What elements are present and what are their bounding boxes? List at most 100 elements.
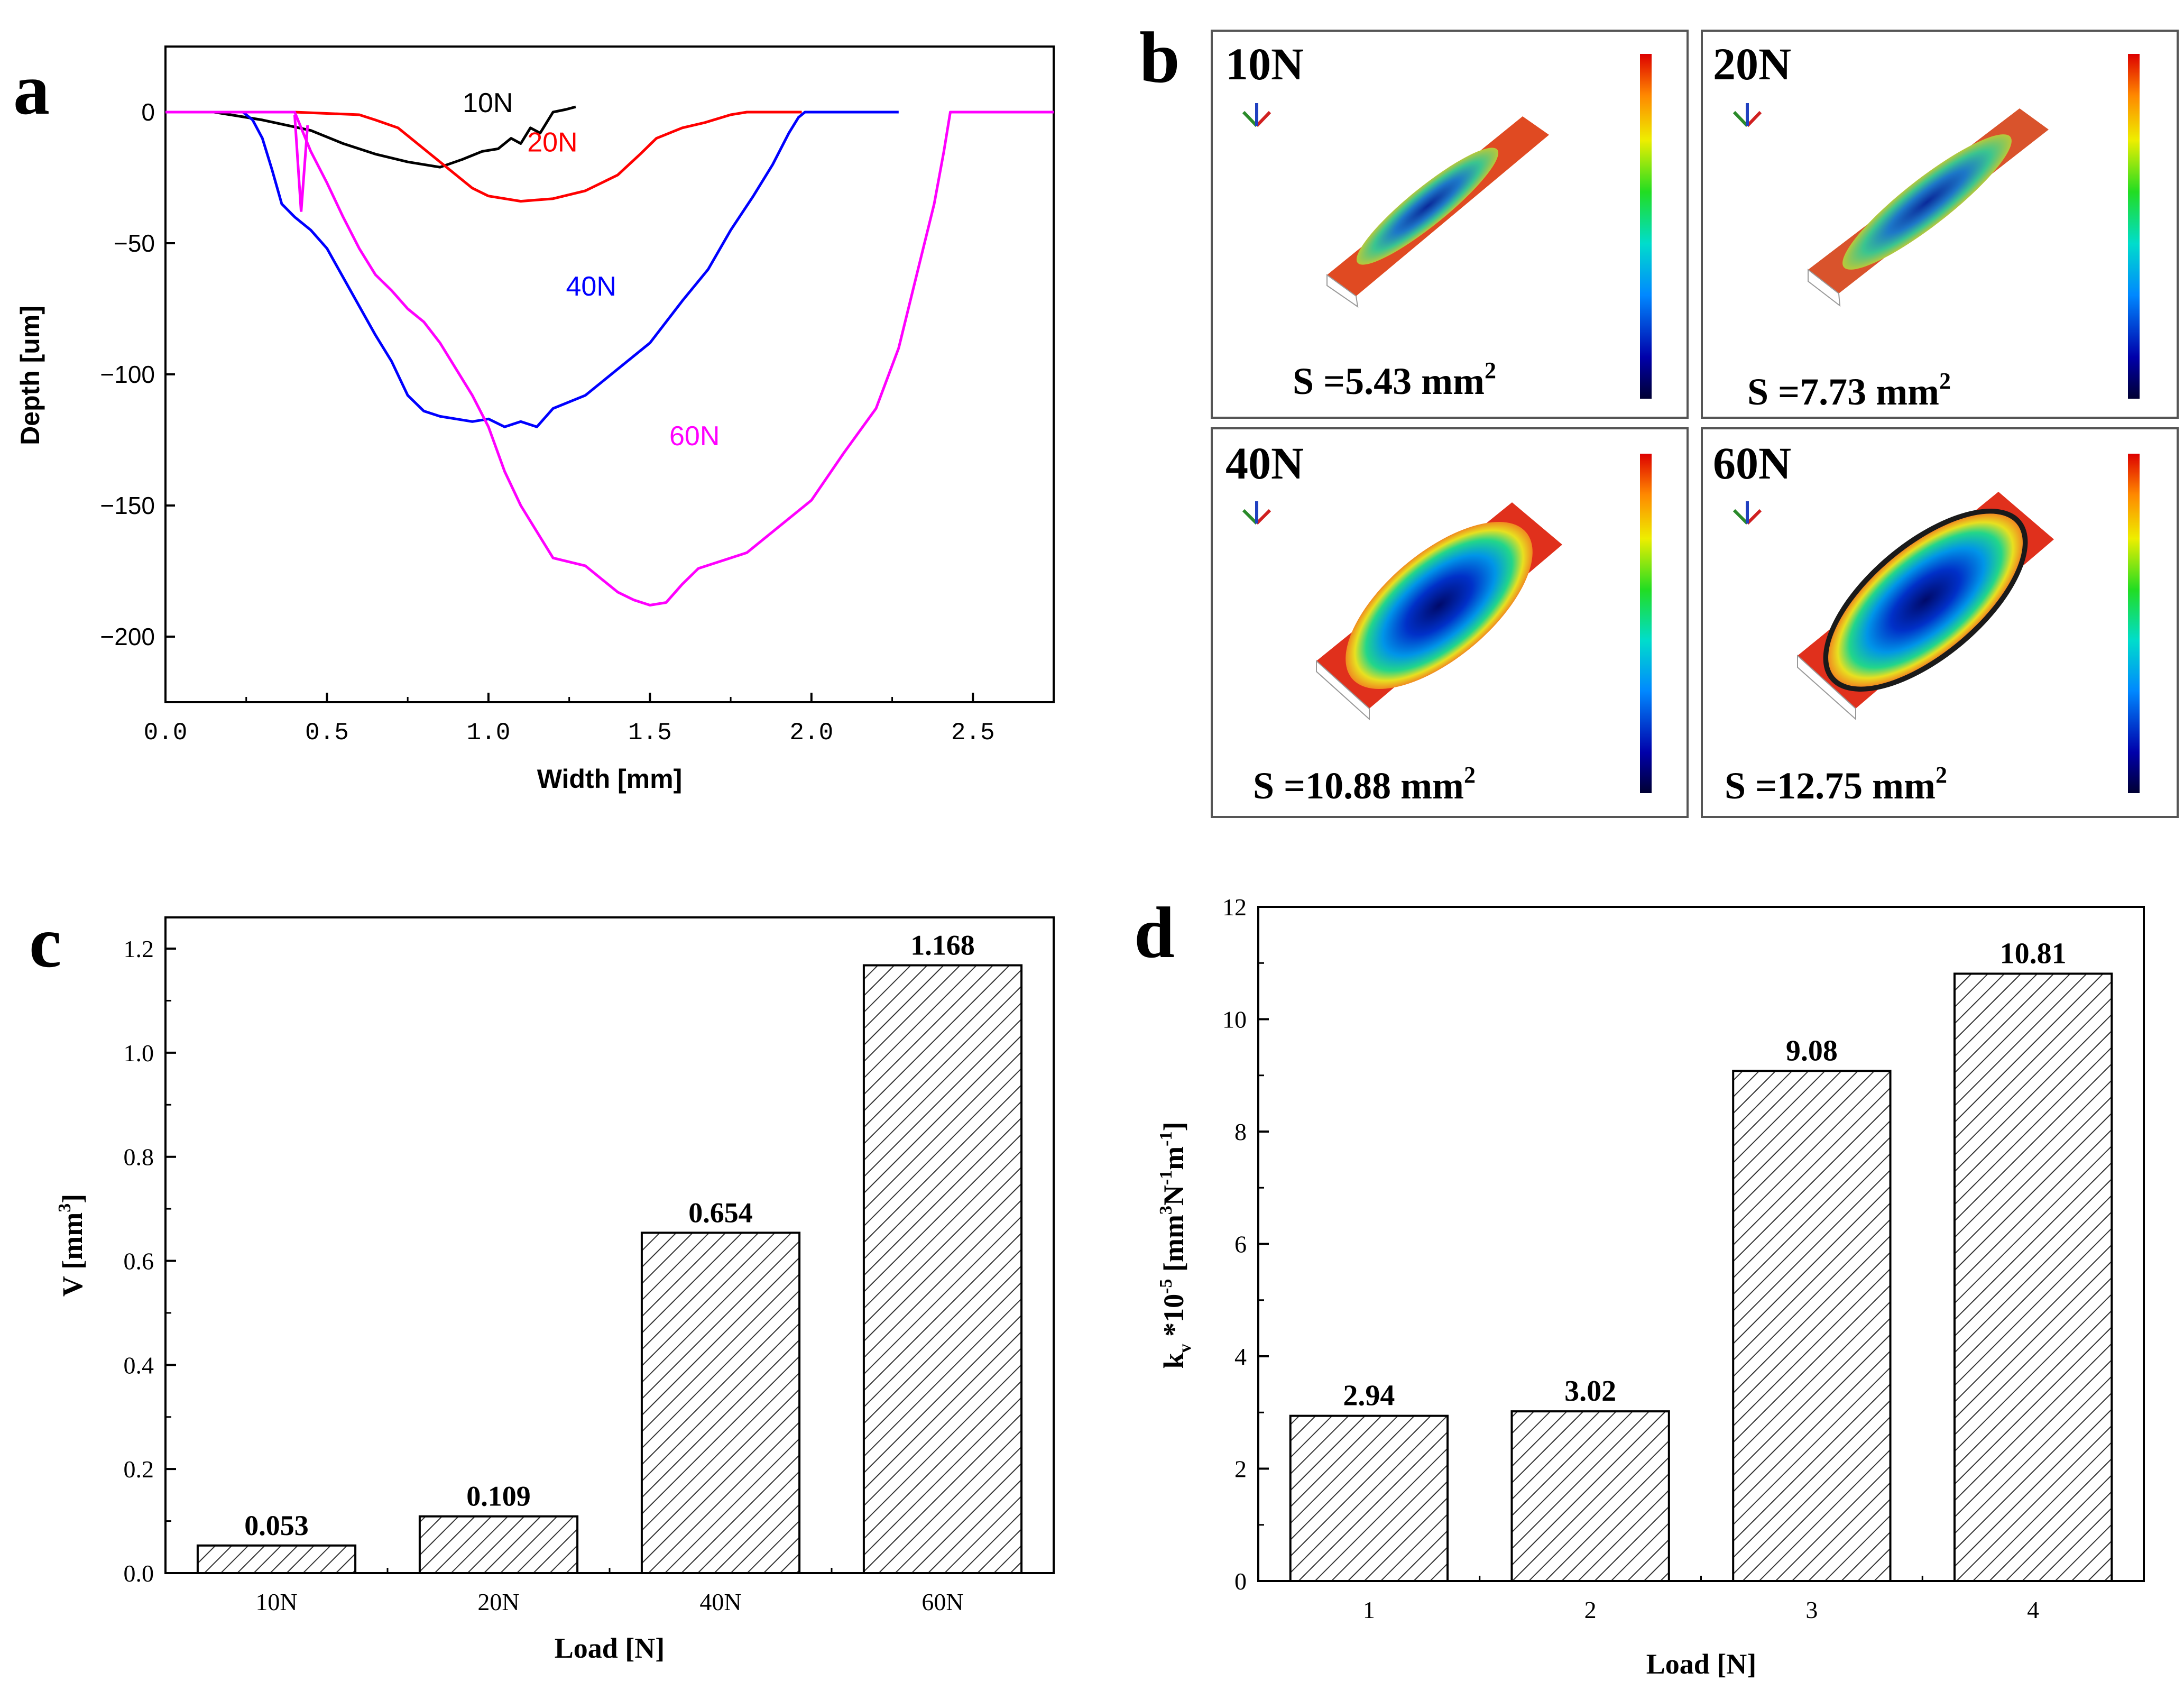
- y-tick-label: 1.0: [124, 1040, 154, 1067]
- series-label-20n: 20N: [527, 127, 577, 158]
- series-label-60n: 60N: [669, 421, 720, 452]
- y-tick-label: 12: [1222, 894, 1247, 921]
- panel-b-tile-10n: 10N S =5.43 mm2: [1211, 30, 1689, 419]
- x-tick-label: 3: [1805, 1596, 1818, 1623]
- x-tick-label: 2.5: [951, 719, 995, 747]
- y-tick-label: 0.8: [124, 1144, 154, 1171]
- panel-d-bars: 2.94 3.02 9.08 10.81: [1289, 937, 2113, 1582]
- tile-frame: [1701, 30, 2179, 419]
- x-tick-label: 40N: [699, 1588, 741, 1615]
- bar-3: [1732, 1070, 1892, 1582]
- panel-c-x-label: Load [N]: [555, 1632, 665, 1664]
- series-label-40n: 40N: [566, 271, 616, 302]
- axis-triad-icon: [1242, 501, 1271, 525]
- x-tick-label: 4: [2027, 1596, 2039, 1623]
- series-line-60n: [165, 111, 1054, 606]
- tile-area-label: S =7.73 mm2: [1747, 368, 1951, 413]
- bar-value-label: 1.168: [910, 930, 975, 961]
- tile-load-label: 40N: [1225, 438, 1304, 489]
- series-line-10n: [165, 105, 576, 169]
- x-tick-label: 60N: [921, 1588, 963, 1615]
- panel-d-y-axis: 0 2 4 6 8 10 12: [1222, 894, 1269, 1595]
- panel-c-bars: 0.053 0.109 0.654 1.168: [196, 930, 1023, 1575]
- panel-c: c 0.0 0.2 0.4 0.6 0.8 1.0 1.2 10N 20N 40N 60N 0.0…: [29, 902, 1055, 1664]
- y-tick-label: −150: [100, 492, 155, 519]
- bar-value-label: 0.053: [244, 1510, 309, 1541]
- y-tick-label: 0: [1234, 1568, 1247, 1595]
- colorbar: [2128, 54, 2140, 399]
- y-tick-label: −50: [114, 229, 155, 257]
- panel-c-letter: c: [29, 902, 61, 982]
- y-tick-label: 2: [1234, 1456, 1247, 1483]
- x-tick-label: 1.5: [628, 719, 672, 747]
- bar-value-label: 3.02: [1564, 1375, 1616, 1408]
- bar-value-label: 0.654: [688, 1197, 753, 1228]
- axis-triad-icon: [1242, 103, 1271, 127]
- y-tick-label: 1.2: [124, 935, 154, 962]
- panel-c-x-axis: 10N 20N 40N 60N: [255, 1564, 964, 1615]
- bar-value-label: 0.109: [466, 1481, 531, 1512]
- panel-b-letter: b: [1139, 17, 1180, 98]
- series-line-20n: [294, 111, 802, 203]
- tile-load-label: 10N: [1225, 39, 1304, 89]
- panel-b-tile-60n: 60N S =12.75 mm2: [1701, 427, 2179, 818]
- tile-load-label: 60N: [1713, 438, 1791, 489]
- panel-b: b 10N S =5.43 mm2 20N: [1139, 17, 2179, 818]
- y-tick-label: 10: [1222, 1006, 1247, 1033]
- axis-triad-icon: [1733, 501, 1762, 525]
- panel-d-letter: d: [1134, 892, 1175, 973]
- panel-d-x-label: Load [N]: [1646, 1648, 1757, 1680]
- y-tick-label: 0.4: [124, 1352, 154, 1378]
- panel-a-series: [165, 105, 1054, 606]
- panel-c-y-axis: 0.0 0.2 0.4 0.6 0.8 1.0 1.2: [124, 935, 176, 1587]
- y-tick-label: 0.2: [124, 1456, 154, 1483]
- tile-area-label: S =10.88 mm2: [1253, 762, 1476, 807]
- panel-a-y-label: Depth [um]: [15, 306, 45, 445]
- panel-a: a 0 −50 −100 −150 −200 0.0 0.5 1.0 1.5 2.0 2.5 10…: [13, 45, 1055, 794]
- panel-a-y-axis: 0 −50 −100 −150 −200: [100, 98, 175, 650]
- x-tick-label: 1.0: [466, 719, 510, 747]
- wear-track-3d-60n: [1797, 492, 2054, 721]
- series-spike: [293, 114, 309, 212]
- colorbar: [1640, 454, 1652, 793]
- x-tick-label: 0.5: [305, 719, 349, 747]
- tile-frame: [1211, 30, 1689, 419]
- series-label-10n: 10N: [463, 88, 513, 118]
- series-line-40n: [165, 111, 899, 428]
- bar-60n: [862, 964, 1023, 1574]
- panel-b-tile-20n: 20N S =7.73 mm2: [1701, 30, 2179, 419]
- colorbar: [1640, 54, 1652, 399]
- y-tick-label: 4: [1234, 1343, 1247, 1370]
- bar-1: [1289, 1414, 1449, 1582]
- axis-triad-icon: [1733, 103, 1762, 127]
- y-tick-label: 0.6: [124, 1248, 154, 1275]
- x-tick-label: 20N: [477, 1588, 519, 1615]
- panel-a-annotations: 10N 20N 40N 60N: [463, 88, 720, 452]
- x-tick-label: 10N: [255, 1588, 297, 1615]
- x-tick-label: 2.0: [789, 719, 833, 747]
- bar-40n: [640, 1232, 801, 1574]
- y-tick-label: 0: [141, 98, 155, 126]
- tile-area-label: S =5.43 mm2: [1293, 357, 1496, 402]
- colorbar: [2128, 454, 2140, 793]
- panel-c-y-label: V [mm3]: [55, 1194, 88, 1297]
- panel-a-x-axis: 0.0 0.5 1.0 1.5 2.0 2.5: [144, 693, 995, 747]
- panel-b-tile-40n: 40N S =10.88 mm2: [1211, 427, 1689, 818]
- y-tick-label: 8: [1234, 1118, 1247, 1145]
- y-tick-label: 0.0: [124, 1560, 154, 1587]
- panel-a-letter: a: [13, 49, 50, 130]
- panel-d-y-label: kv *10-5 [mm3N-1m-1]: [1156, 1122, 1195, 1369]
- bar-10n: [196, 1544, 357, 1575]
- y-tick-label: −200: [100, 623, 155, 650]
- y-tick-label: −100: [100, 361, 155, 388]
- x-tick-label: 2: [1584, 1596, 1597, 1623]
- bar-2: [1510, 1410, 1670, 1582]
- bar-value-label: 2.94: [1343, 1380, 1395, 1412]
- bar-value-label: 9.08: [1786, 1034, 1838, 1067]
- bar-value-label: 10.81: [2000, 937, 2067, 970]
- wear-track-3d-40n: [1316, 502, 1562, 721]
- tile-area-label: S =12.75 mm2: [1725, 762, 1947, 807]
- y-tick-label: 6: [1234, 1231, 1247, 1258]
